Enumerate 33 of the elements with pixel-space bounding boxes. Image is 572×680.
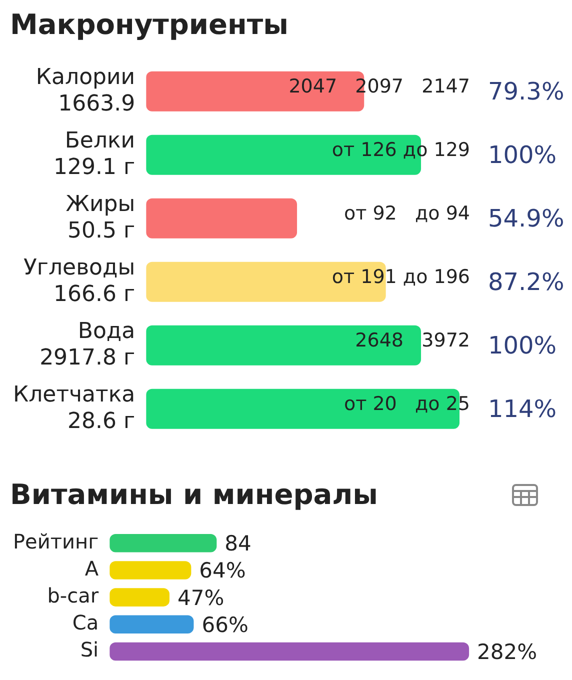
y-tick-label: Белки 129.1 г: [54, 128, 136, 180]
bar: [110, 588, 170, 606]
y-tick-label: Вода 2917.8 г: [40, 318, 136, 370]
y-tick-label: Рейтинг: [12, 529, 99, 554]
data-label: 84: [224, 532, 252, 556]
data-label: 282%: [477, 640, 538, 664]
data-label: 64%: [199, 558, 246, 583]
annotation: 2648 3972: [355, 329, 470, 352]
y-tick-label: Углеводы 166.6 г: [24, 255, 136, 307]
data-label: 100%: [488, 141, 557, 170]
data-label: 114%: [488, 395, 557, 424]
y-tick-label: Клетчатка 28.6 г: [12, 382, 136, 434]
y-tick-label: Ca: [72, 610, 99, 635]
y-tick-label: Si: [80, 638, 99, 662]
y-tick-label: A: [84, 556, 99, 580]
data-label: 47%: [178, 586, 224, 610]
chart-title: Витамины и минералы: [10, 478, 378, 512]
y-tick-label: Жиры 50.5 г: [66, 192, 136, 244]
data-label: 87.2%: [488, 268, 564, 296]
data-label: 79.3%: [488, 78, 564, 106]
data-label: 54.9%: [488, 204, 564, 233]
y-tick-label: b-car: [47, 584, 100, 608]
y-tick-label: Калории 1663.9: [36, 64, 136, 116]
bar: [110, 561, 192, 580]
annotation: от 92 до 94: [344, 202, 470, 224]
bar: [146, 325, 422, 366]
data-label: 100%: [488, 332, 557, 360]
bar: [110, 534, 217, 552]
bar: [146, 198, 298, 238]
data-label: 66%: [202, 612, 248, 637]
bar: [110, 615, 194, 634]
bar: [110, 642, 470, 661]
chart-title: Макронутриенты: [10, 8, 288, 42]
